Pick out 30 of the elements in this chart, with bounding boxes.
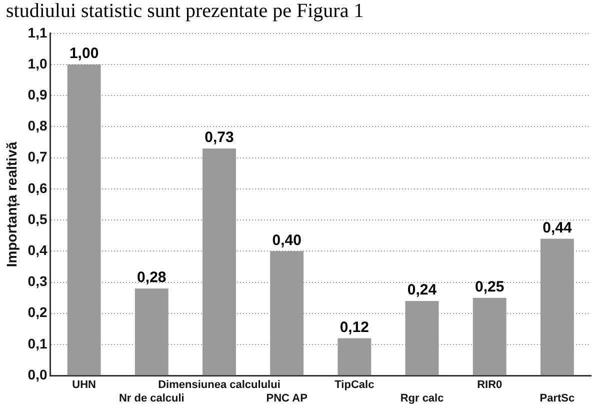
y-tick-label: 0,6 bbox=[28, 180, 48, 196]
y-axis-title: Importanța realtivă bbox=[3, 142, 20, 268]
data-label: 0,40 bbox=[272, 232, 302, 249]
x-tick-label: TipCalc bbox=[334, 379, 374, 392]
y-tick-label: 0,3 bbox=[28, 273, 48, 290]
y-tick-label: 1,0 bbox=[28, 55, 48, 72]
y-tick-label: 0,5 bbox=[28, 210, 48, 227]
x-tick-label: RIR0 bbox=[477, 379, 502, 392]
y-tick-label: 0,9 bbox=[28, 86, 48, 102]
text: studiului statistic sunt prezentate pe Figura 1 bbox=[5, 0, 365, 22]
y-tick-label: 0,4 bbox=[28, 242, 48, 258]
data-label: 0,25 bbox=[475, 278, 504, 296]
y-tick-label: 0,8 bbox=[28, 118, 48, 134]
x-tick-label: PNC AP bbox=[266, 392, 308, 404]
data-label: 1,00 bbox=[69, 45, 99, 62]
y-tick-label: 0,7 bbox=[28, 148, 48, 165]
data-label: 0,73 bbox=[204, 129, 234, 146]
x-tick-label: Nr de calculi bbox=[118, 392, 184, 404]
data-label: 0,12 bbox=[340, 318, 370, 336]
y-tick-label: 0,1 bbox=[28, 335, 48, 352]
data-label: 0,44 bbox=[542, 219, 572, 236]
x-tick-label: UHN bbox=[72, 379, 96, 392]
y-tick-label: 0,0 bbox=[28, 366, 48, 382]
y-tick-label: 0,2 bbox=[28, 304, 48, 320]
x-tick-label: Dimensiunea calculului bbox=[158, 379, 280, 392]
x-tick-label: PartSc bbox=[540, 392, 575, 404]
x-tick-label: Rgr calc bbox=[400, 392, 444, 404]
data-label: 0,28 bbox=[137, 269, 166, 286]
y-tick-label: 1,1 bbox=[28, 24, 48, 40]
data-label: 0,24 bbox=[407, 282, 438, 299]
